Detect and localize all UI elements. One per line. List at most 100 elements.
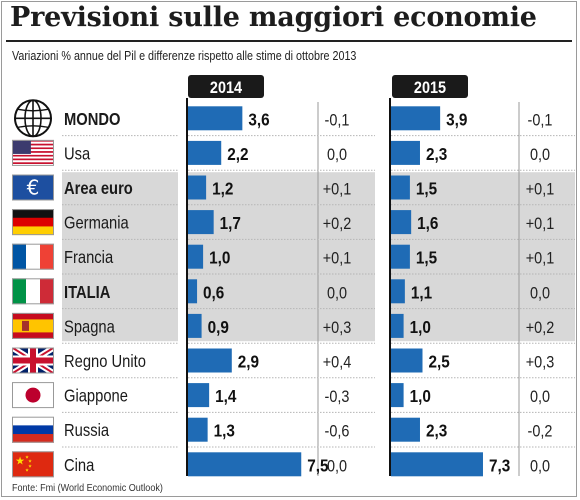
- value-label-2014: 1,2: [212, 178, 233, 198]
- value-label-2015: 3,9: [446, 109, 467, 129]
- value-label-2014: 0,6: [203, 282, 224, 302]
- bar-2015: [391, 244, 410, 269]
- country-label: Spagna: [64, 317, 116, 337]
- value-label-2015: 1,1: [411, 282, 432, 302]
- svg-text:★: ★: [15, 454, 25, 467]
- bar-2015: [391, 279, 405, 304]
- diff-label-2015: +0,1: [526, 250, 555, 268]
- diff-label-2015: 0,0: [530, 457, 550, 475]
- flag-eu-icon: €: [12, 174, 54, 201]
- value-label-2014: 2,2: [227, 144, 248, 164]
- row-spagna: Spagna 0,9 +0,3 1,0 +0,2: [12, 308, 575, 339]
- bar-2014: [188, 210, 214, 235]
- country-label: MONDO: [64, 109, 121, 129]
- diff-label-2015: 0,0: [530, 284, 550, 302]
- value-label-2015: 2,5: [429, 351, 450, 371]
- diff-label-2014: -0,3: [325, 388, 350, 406]
- bar-2015: [391, 383, 404, 408]
- country-label: Giappone: [64, 386, 128, 406]
- value-label-2014: 1,0: [209, 248, 230, 268]
- bar-2014: [188, 279, 198, 304]
- value-label-2015: 1,0: [410, 317, 431, 337]
- diff-label-2014: +0,1: [323, 250, 352, 268]
- bar-2014: [188, 106, 243, 131]
- flag-china-icon: ★ ★★★★: [12, 451, 54, 478]
- euro-area-shade-2015: [391, 172, 575, 342]
- value-label-2015: 2,3: [426, 421, 447, 441]
- row-usa: Usa 2,2 0,0 2,3 0,0: [12, 135, 575, 166]
- value-label-2014: 7,5: [307, 455, 328, 475]
- row-russia: Russia 1,3 -0,6 2,3 -0,2: [12, 411, 575, 443]
- diff-label-2014: +0,1: [323, 180, 352, 198]
- bar-2014: [188, 313, 202, 338]
- country-label: Francia: [64, 248, 114, 268]
- value-label-2014: 1,7: [220, 213, 241, 233]
- chart-subtitle: Variazioni % annue del Pil e differenze …: [12, 49, 357, 63]
- row-giappone: Giappone 1,4 -0,3 1,0 0,0: [12, 377, 575, 409]
- diff-label-2014: -0,6: [325, 423, 350, 441]
- svg-text:€: €: [27, 176, 40, 200]
- diff-label-2015: 0,0: [530, 388, 550, 406]
- chart-title: Previsioni sulle maggiori economie: [10, 2, 537, 33]
- flag-uk-icon: [12, 347, 54, 374]
- diff-label-2015: 0,0: [530, 146, 550, 164]
- bar-2015: [391, 348, 423, 373]
- country-label: Regno Unito: [64, 352, 146, 372]
- value-label-2015: 1,0: [410, 386, 431, 406]
- year-header-2014: 2014: [210, 79, 242, 97]
- value-label-2015: 7,3: [489, 455, 510, 475]
- flag-spain-icon: [12, 312, 54, 339]
- year-header-bg: [188, 75, 264, 98]
- svg-text:★: ★: [25, 454, 29, 460]
- bar-2015: [391, 452, 483, 477]
- bar-2014: [188, 417, 208, 442]
- bar-2015: [391, 140, 420, 165]
- diff-label-2015: +0,2: [526, 319, 555, 337]
- flag-usa-icon: [12, 139, 54, 166]
- row-germania: Germania 1,7 +0,2 1,6 +0,1: [12, 204, 575, 236]
- bar-2015: [391, 106, 441, 131]
- diff-label-2015: -0,1: [528, 111, 553, 129]
- bar-2014: [188, 452, 302, 477]
- flag-italy-icon: [12, 278, 54, 305]
- row-cina: ★ ★★★★ Cina 7,50,0 7,3 0,0: [12, 446, 575, 478]
- euro-area-shade-labels: [62, 172, 178, 342]
- diff-label-2014: 0,0: [327, 284, 347, 302]
- value-label-2014: 3,6: [248, 109, 269, 129]
- year-header-2015: 2015: [414, 79, 446, 97]
- diff-label-2015: -0,2: [528, 423, 553, 441]
- diff-label-2015: +0,1: [526, 215, 555, 233]
- title-rule: [6, 40, 572, 42]
- diff-label-2015: +0,1: [526, 180, 555, 198]
- flag-japan-icon: [12, 382, 54, 409]
- diff-label-2014: 0,0: [327, 457, 347, 475]
- country-label: Cina: [64, 455, 95, 475]
- country-label: Russia: [64, 421, 110, 441]
- value-label-2015: 1,6: [417, 213, 438, 233]
- diff-label-2014: 0,0: [327, 146, 347, 164]
- panel-2015: 2015: [389, 75, 520, 476]
- row-italia: ITALIA 0,6 0,0 1,1 0,0: [12, 273, 575, 305]
- value-label-2015: 2,3: [426, 144, 447, 164]
- bar-2014: [188, 348, 232, 373]
- diff-label-2014: +0,3: [323, 319, 352, 337]
- country-label: ITALIA: [64, 282, 111, 302]
- value-label-2014: 1,4: [215, 386, 237, 406]
- diff-label-2015: +0,3: [526, 353, 555, 371]
- row-regno-unito: Regno Unito 2,9 +0,4 2,5 +0,3: [12, 342, 575, 374]
- globe-icon: [14, 99, 52, 138]
- year-header-bg: [392, 75, 468, 98]
- panel-2014: 2014: [186, 75, 319, 476]
- svg-text:★: ★: [25, 467, 29, 473]
- flag-germany-icon: [12, 209, 54, 236]
- bar-2014: [188, 140, 222, 165]
- euro-area-shade-2014: [188, 172, 375, 342]
- flag-russia-icon: [12, 416, 54, 443]
- row-francia: Francia 1,0 +0,1 1,5 +0,1: [12, 238, 575, 270]
- diff-label-2014: +0,4: [323, 353, 352, 371]
- bar-2015: [391, 417, 420, 442]
- bar-2015: [391, 175, 410, 200]
- svg-text:★: ★: [28, 463, 32, 469]
